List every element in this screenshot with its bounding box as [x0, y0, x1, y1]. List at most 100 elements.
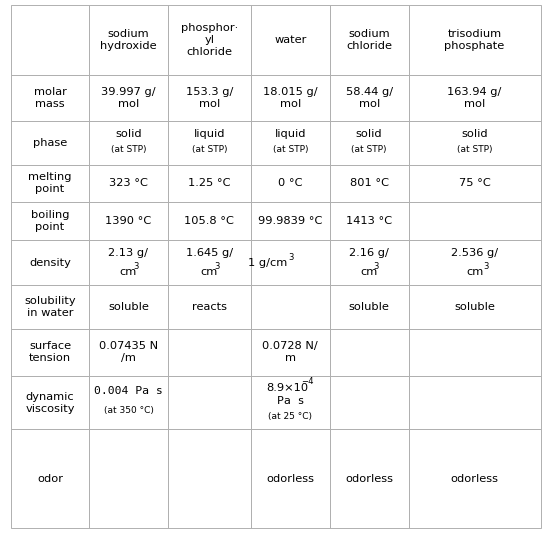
Text: sodium
hydroxide: sodium hydroxide — [100, 29, 157, 51]
Text: melting
point: melting point — [28, 173, 72, 195]
Bar — [251, 75, 330, 122]
Text: reacts: reacts — [192, 302, 227, 312]
Text: boiling
point: boiling point — [31, 210, 69, 232]
Bar — [408, 329, 541, 376]
Bar — [251, 240, 330, 285]
Text: solid: solid — [356, 130, 383, 139]
Text: −4: −4 — [301, 376, 314, 385]
Bar — [330, 202, 408, 240]
Bar — [408, 240, 541, 285]
Text: 0.004 Pa s: 0.004 Pa s — [94, 386, 163, 395]
Bar — [408, 285, 541, 329]
Bar — [11, 122, 90, 165]
Bar — [408, 430, 541, 528]
Bar — [90, 5, 168, 75]
Text: 3: 3 — [373, 262, 379, 271]
Bar — [251, 430, 330, 528]
Bar — [11, 5, 90, 75]
Text: (at STP): (at STP) — [352, 146, 387, 155]
Bar — [168, 75, 251, 122]
Text: liquid: liquid — [193, 130, 225, 139]
Bar — [330, 240, 408, 285]
Bar — [90, 376, 168, 430]
Bar — [408, 376, 541, 430]
Text: solid: solid — [461, 130, 488, 139]
Text: 323 °C: 323 °C — [109, 179, 148, 189]
Bar — [11, 376, 90, 430]
Text: 3: 3 — [214, 262, 219, 271]
Text: 2.13 g/: 2.13 g/ — [109, 248, 149, 259]
Bar — [11, 202, 90, 240]
Text: odor: odor — [37, 473, 63, 483]
Text: cm: cm — [466, 266, 483, 277]
Bar — [251, 5, 330, 75]
Text: (at STP): (at STP) — [457, 146, 492, 155]
Bar — [408, 5, 541, 75]
Text: sodium
chloride: sodium chloride — [346, 29, 392, 51]
Text: 0.07435 N
/m: 0.07435 N /m — [99, 341, 158, 363]
Text: 18.015 g/
mol: 18.015 g/ mol — [263, 87, 318, 109]
Bar — [90, 285, 168, 329]
Bar — [168, 430, 251, 528]
Bar — [90, 75, 168, 122]
Bar — [90, 122, 168, 165]
Bar — [11, 430, 90, 528]
Text: 58.44 g/
mol: 58.44 g/ mol — [346, 87, 393, 109]
Text: (at STP): (at STP) — [192, 146, 227, 155]
Text: (at STP): (at STP) — [111, 146, 146, 155]
Bar — [408, 202, 541, 240]
Text: 153.3 g/
mol: 153.3 g/ mol — [186, 87, 233, 109]
Text: 1413 °C: 1413 °C — [346, 216, 392, 226]
Bar — [168, 240, 251, 285]
Bar — [90, 430, 168, 528]
Bar — [251, 165, 330, 202]
Bar — [408, 165, 541, 202]
Text: water: water — [274, 35, 306, 45]
Text: 2.536 g/: 2.536 g/ — [451, 248, 498, 259]
Bar — [90, 329, 168, 376]
Bar — [330, 5, 408, 75]
Bar — [11, 240, 90, 285]
Text: surface
tension: surface tension — [29, 341, 71, 363]
Text: odorless: odorless — [450, 473, 498, 483]
Text: 2.16 g/: 2.16 g/ — [349, 248, 389, 259]
Text: 3: 3 — [133, 262, 138, 271]
Text: cm: cm — [200, 266, 218, 277]
Bar — [90, 240, 168, 285]
Bar — [168, 202, 251, 240]
Bar — [330, 165, 408, 202]
Text: phosphor·
yl
chloride: phosphor· yl chloride — [181, 23, 238, 57]
Text: trisodium
phosphate: trisodium phosphate — [444, 29, 505, 51]
Text: cm: cm — [360, 266, 378, 277]
Text: 99.9839 °C: 99.9839 °C — [258, 216, 323, 226]
Bar — [330, 75, 408, 122]
Text: dynamic
viscosity: dynamic viscosity — [25, 392, 75, 414]
Bar — [168, 165, 251, 202]
Bar — [168, 329, 251, 376]
Text: density: density — [29, 257, 71, 268]
Bar — [408, 75, 541, 122]
Bar — [251, 329, 330, 376]
Bar — [330, 122, 408, 165]
Text: solubility
in water: solubility in water — [25, 296, 76, 318]
Text: 1.645 g/: 1.645 g/ — [186, 248, 233, 259]
Bar — [90, 165, 168, 202]
Text: phase: phase — [33, 138, 67, 148]
Bar — [11, 329, 90, 376]
Bar — [168, 376, 251, 430]
Bar — [168, 122, 251, 165]
Text: 105.8 °C: 105.8 °C — [185, 216, 234, 226]
Bar — [168, 285, 251, 329]
Text: solid: solid — [115, 130, 142, 139]
Bar — [251, 202, 330, 240]
Text: soluble: soluble — [454, 302, 495, 312]
Bar — [408, 122, 541, 165]
Bar — [251, 376, 330, 430]
Bar — [330, 376, 408, 430]
Text: soluble: soluble — [108, 302, 149, 312]
Text: 75 °C: 75 °C — [459, 179, 490, 189]
Text: (at STP): (at STP) — [272, 146, 308, 155]
Text: 163.94 g/
mol: 163.94 g/ mol — [447, 87, 502, 109]
Bar — [90, 202, 168, 240]
Text: 801 °C: 801 °C — [349, 179, 389, 189]
